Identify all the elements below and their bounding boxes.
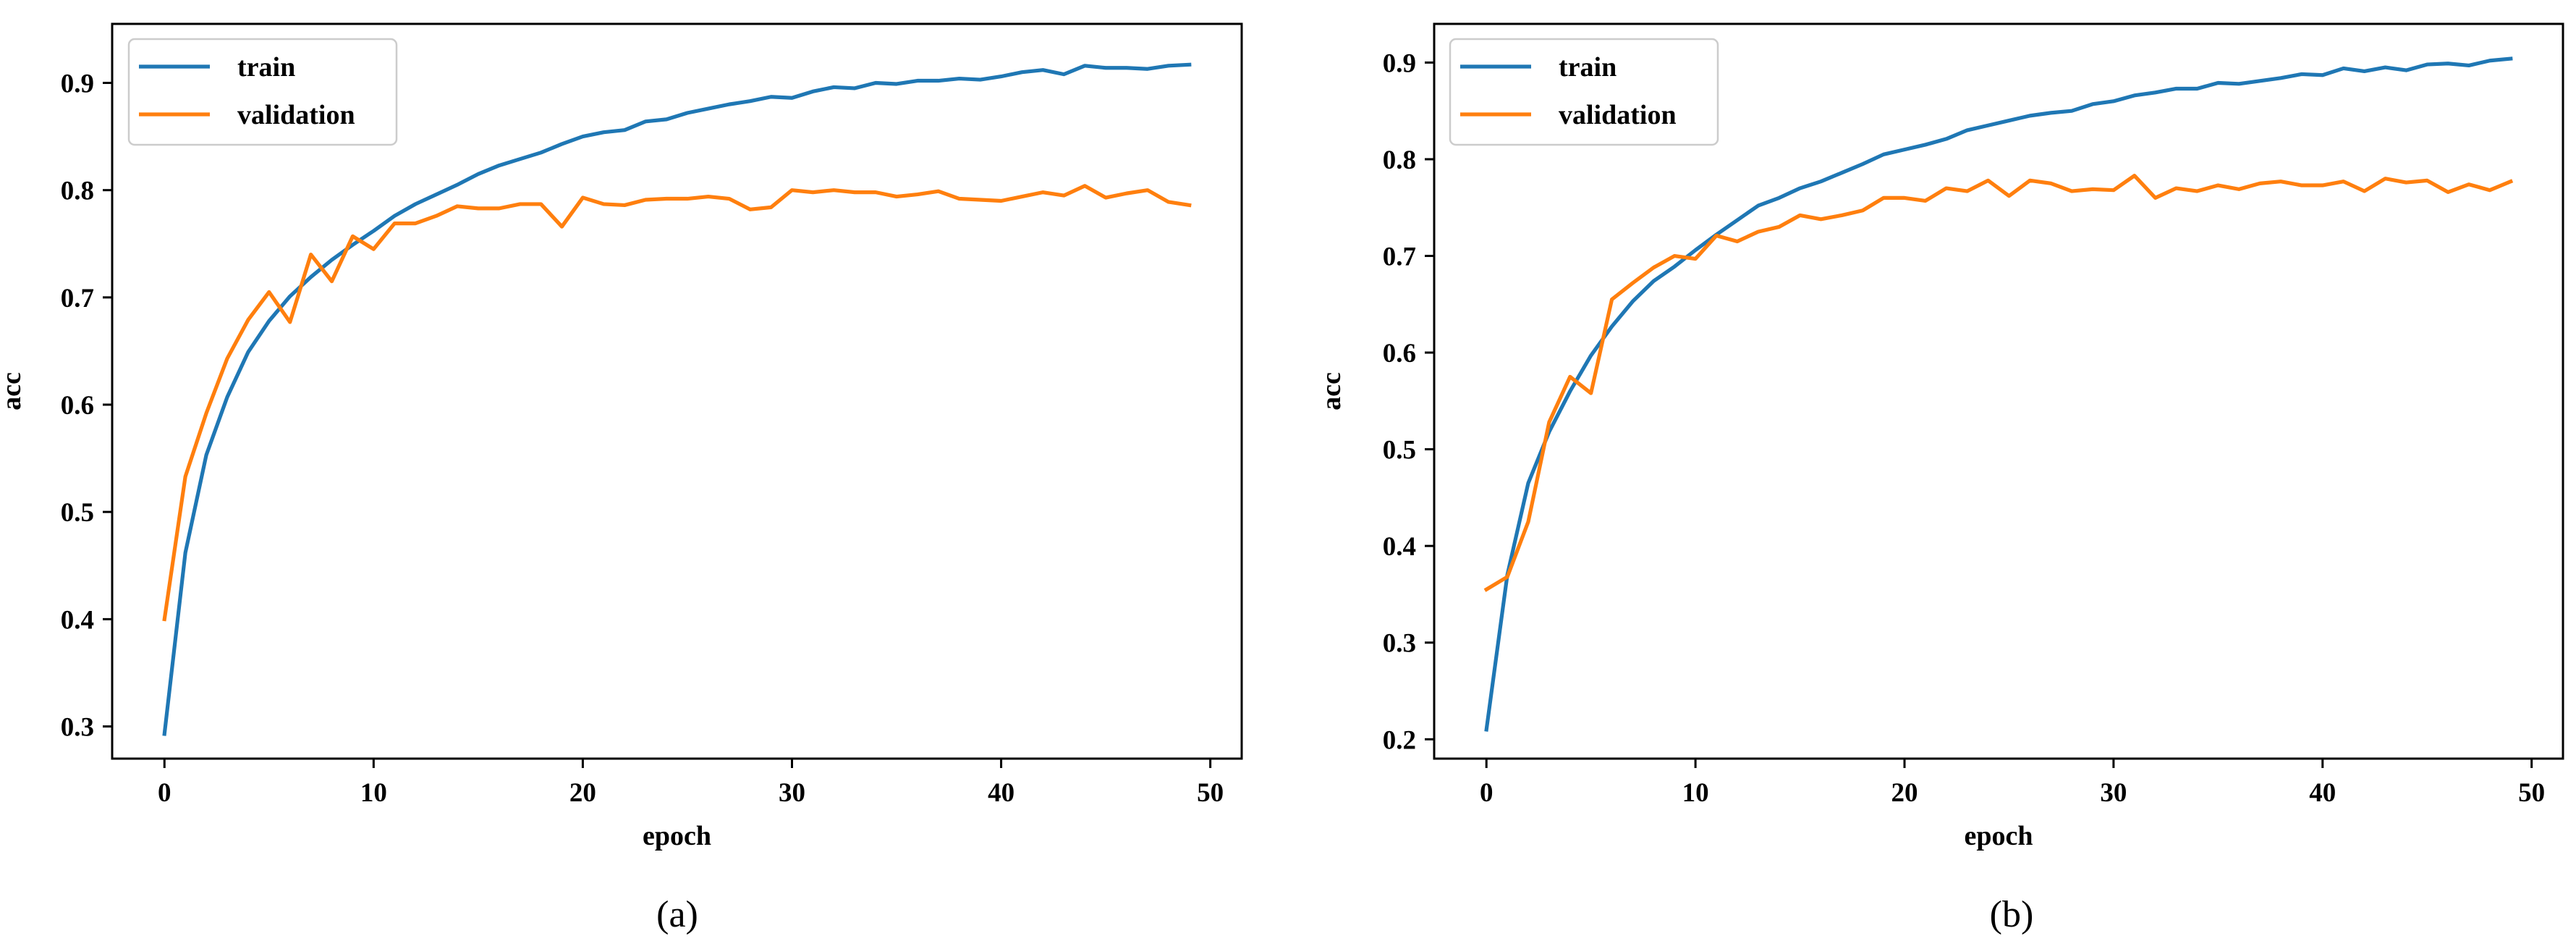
x-tick-label: 40: [2309, 778, 2336, 808]
legend: train validation: [1449, 38, 1719, 146]
y-tick-label: 0.9: [1383, 48, 1416, 78]
legend-label-validation: validation: [1559, 100, 1677, 130]
legend: train validation: [127, 38, 398, 146]
x-axis-label: epoch: [1965, 821, 2033, 851]
x-tick-label: 50: [1197, 778, 1224, 808]
y-tick-label: 0.6: [61, 391, 94, 421]
chart-panel-b: 0 10 20 30 40 50 0.2 0.3 0.4 0.5 0.6 0.7 0.8 0.9 epoch…: [1316, 22, 2564, 935]
plot-frame: [111, 22, 1243, 760]
y-tick-label: 0.7: [1383, 242, 1416, 272]
x-tick-label: 20: [569, 778, 596, 808]
legend-label-train: train: [237, 52, 295, 83]
series-line-train: [162, 62, 1192, 736]
y-tick-label: 0.9: [61, 69, 94, 98]
x-tick-label: 0: [1480, 778, 1494, 808]
y-tick-label: 0.6: [1383, 339, 1416, 368]
y-tick-label: 0.5: [1383, 436, 1416, 465]
legend-label-train: train: [1559, 52, 1617, 83]
y-tick-label: 0.8: [61, 177, 94, 206]
x-tick-label: 40: [988, 778, 1014, 808]
y-tick-label: 0.7: [61, 284, 94, 313]
panel-caption: (a): [656, 894, 698, 935]
x-tick-label: 30: [2100, 778, 2127, 808]
y-axis-label: acc: [1316, 372, 1347, 410]
legend-label-validation: validation: [237, 100, 355, 130]
y-tick-label: 0.8: [1383, 145, 1416, 175]
y-tick-label: 0.4: [61, 605, 94, 635]
x-axis-label: epoch: [643, 821, 711, 851]
y-tick-label: 0.4: [1383, 532, 1416, 562]
x-tick-label: 50: [2518, 778, 2545, 808]
series-line-train: [1484, 56, 2513, 732]
y-tick-label: 0.3: [1383, 629, 1416, 659]
y-tick-label: 0.2: [1383, 725, 1416, 755]
x-tick-label: 10: [360, 778, 387, 808]
y-tick-label: 0.5: [61, 498, 94, 528]
series-line-validation: [1483, 174, 2514, 592]
x-tick-label: 10: [1682, 778, 1709, 808]
panel-caption: (b): [1990, 894, 2034, 935]
series-line-validation: [162, 184, 1192, 622]
y-tick-label: 0.3: [61, 713, 94, 743]
x-tick-label: 0: [158, 778, 171, 808]
chart-panel-a: 0 10 20 30 40 50 0.3 0.4 0.5 0.6 0.7 0.8 0.9 epoch acc…: [0, 22, 1243, 935]
x-tick-label: 30: [779, 778, 805, 808]
plot-frame: [1433, 22, 2564, 760]
x-tick-label: 20: [1891, 778, 1918, 808]
y-axis-label: acc: [0, 372, 27, 410]
